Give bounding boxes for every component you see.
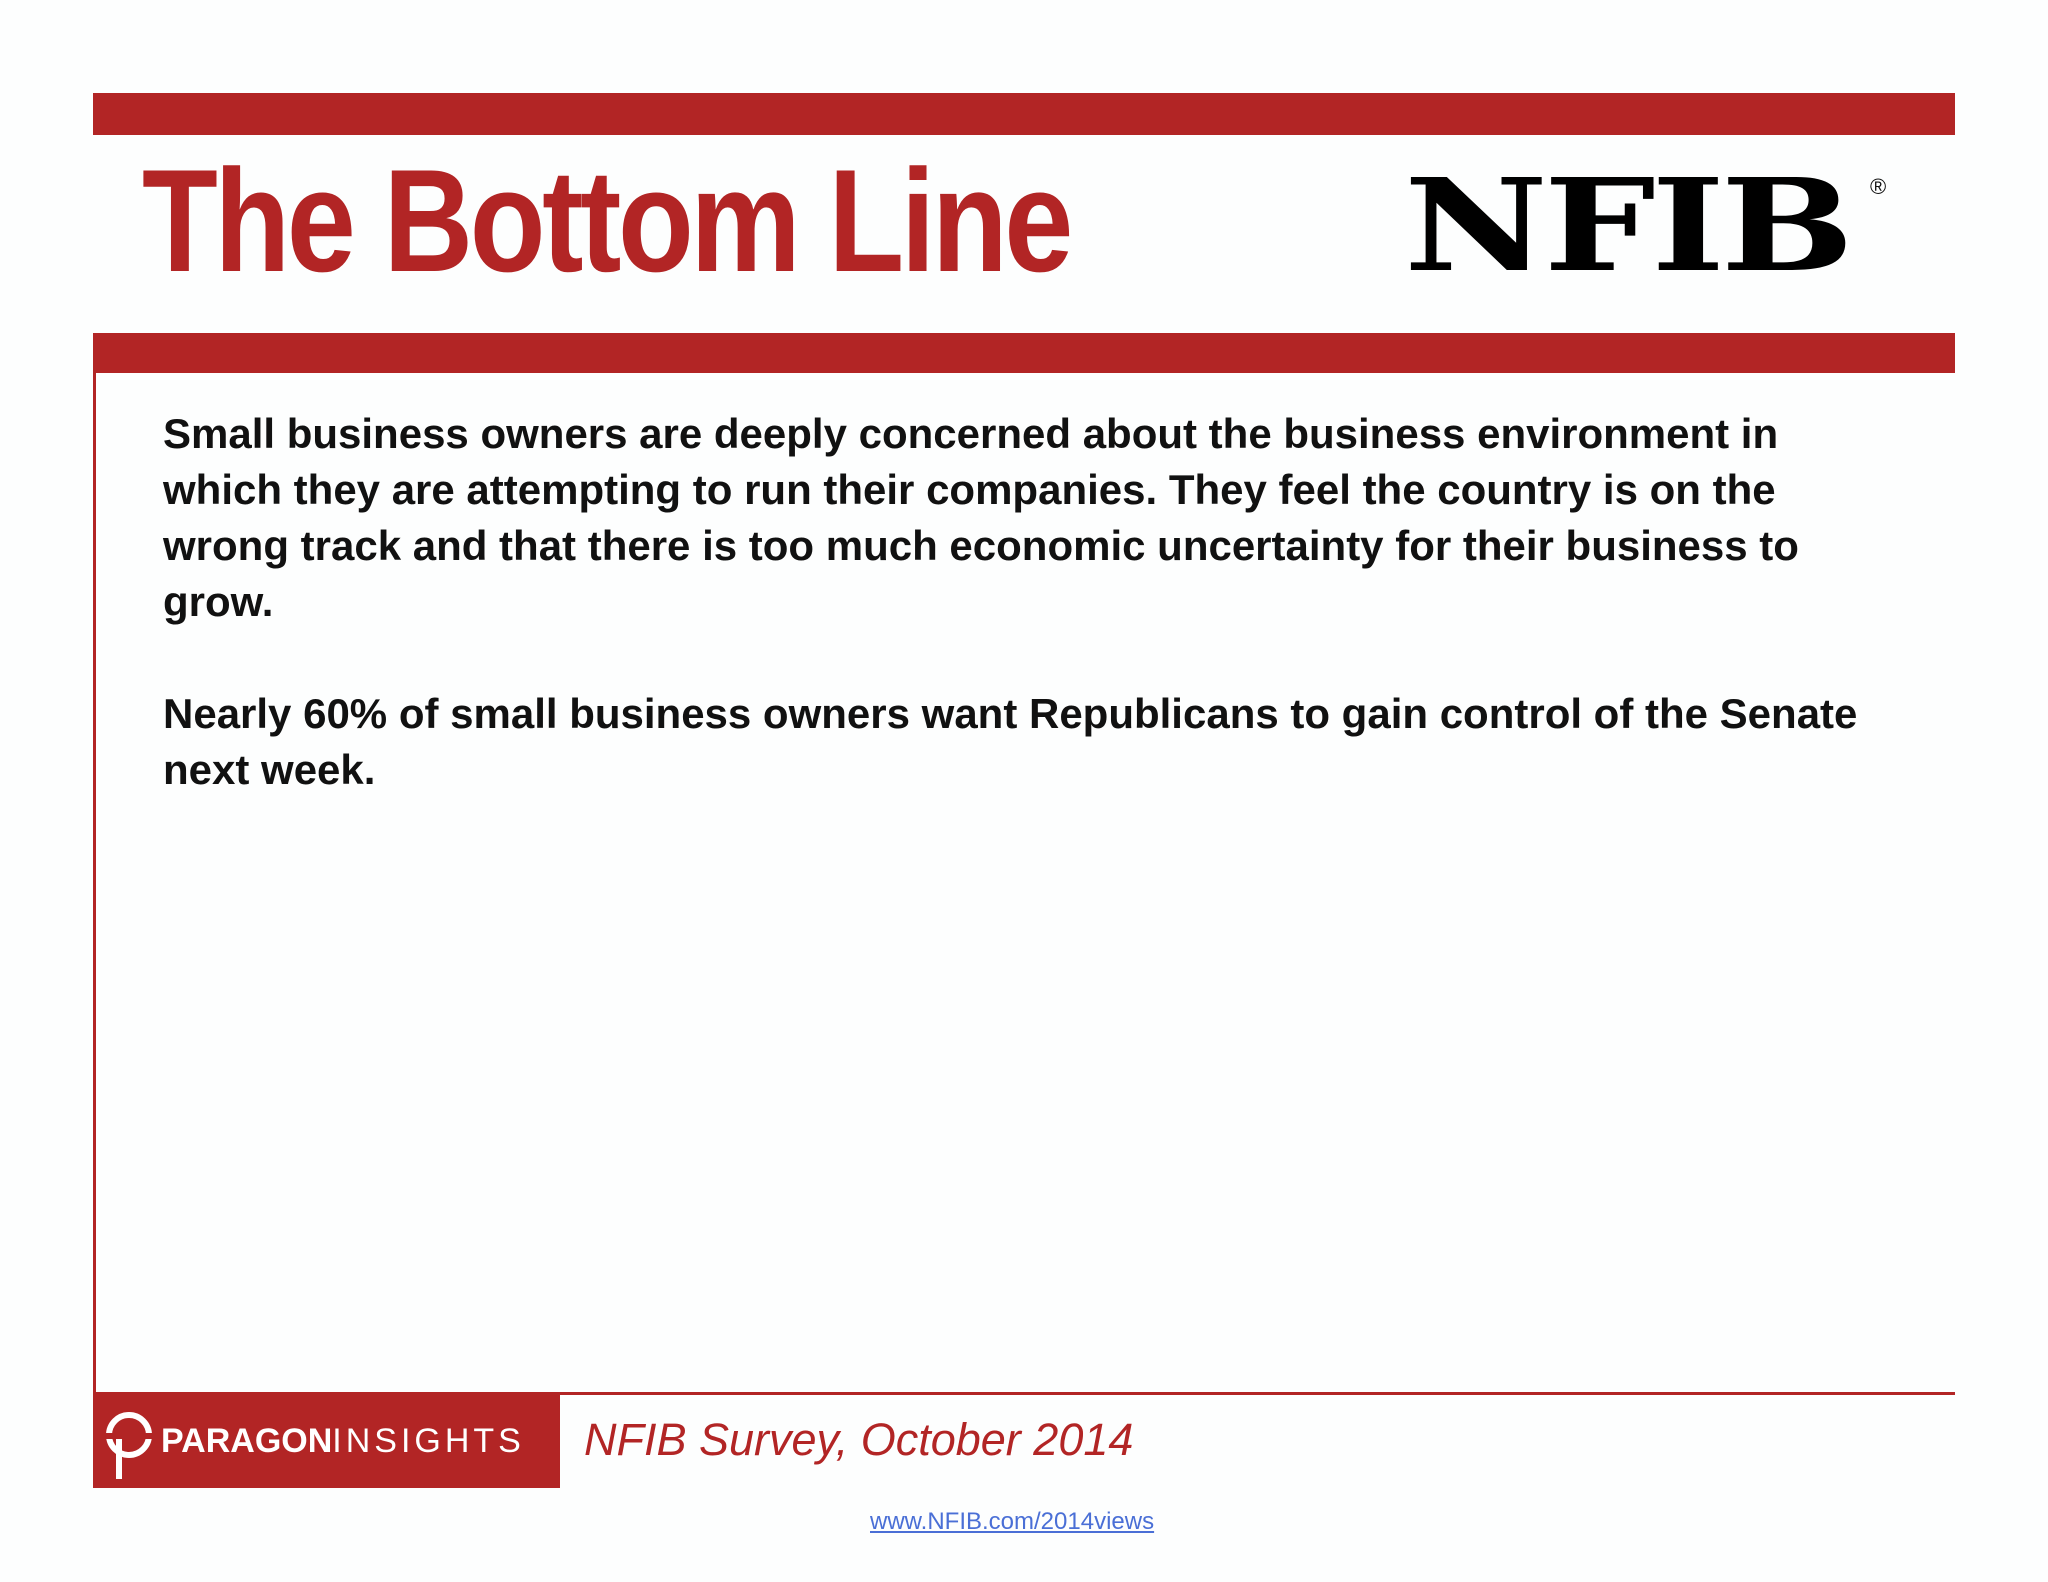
header-bottom-bar — [93, 333, 1955, 373]
paragon-wordmark-bold: PARAGON — [161, 1422, 333, 1460]
left-border — [93, 373, 96, 1488]
source-caption: NFIB Survey, October 2014 — [584, 1414, 1134, 1465]
paragon-p-icon — [103, 1412, 155, 1479]
paragon-wordmark-light: INSIGHTS — [332, 1422, 525, 1460]
paragon-wordmark: PARAGONINSIGHTS — [161, 1421, 525, 1461]
paragon-insights-logo: PARAGONINSIGHTS — [93, 1395, 560, 1488]
footer-divider — [93, 1392, 1955, 1395]
body-paragraph-1: Small business owners are deeply concern… — [163, 410, 1799, 625]
nfib-views-link[interactable]: www.NFIB.com/2014views — [870, 1508, 1155, 1535]
nfib-logo: NFIB — [1404, 162, 1888, 300]
registered-mark: ® — [1870, 174, 1887, 199]
page-title: The Bottom Line — [142, 139, 1073, 302]
header-top-bar — [93, 93, 1955, 135]
nfib-logo-text: NFIB — [1404, 150, 1854, 301]
body-paragraph-2: Nearly 60% of small business owners want… — [163, 690, 1858, 793]
